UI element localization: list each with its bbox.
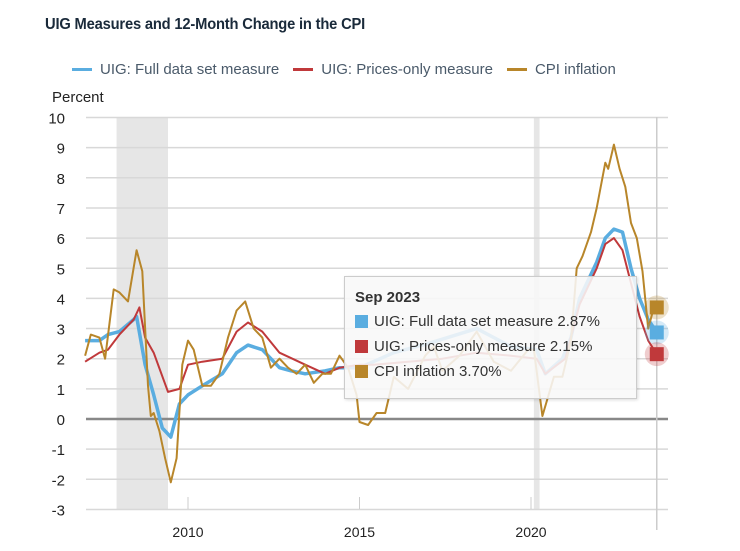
tooltip-swatch (355, 364, 368, 378)
legend-swatch (506, 68, 527, 71)
hover-marker (649, 300, 664, 315)
y-tick-label: 7 (57, 201, 65, 218)
x-tick-label: 2010 (172, 524, 203, 540)
recession-band (116, 117, 168, 509)
y-tick-label: 2 (57, 352, 65, 369)
y-axis-label: Percent (52, 89, 104, 106)
series-line (84, 143, 657, 484)
x-tick-label: 2015 (344, 524, 375, 540)
tooltip-swatch (355, 339, 368, 353)
y-tick-label: 5 (57, 261, 65, 278)
y-tick-label: 4 (57, 291, 65, 308)
tooltip-date: Sep 2023 (355, 289, 421, 306)
y-tick-label: 1 (57, 382, 65, 399)
y-tick-label: -1 (52, 442, 65, 459)
tooltip-label: UIG: Full data set measure 2.87% (374, 312, 600, 330)
legend-label: UIG: Full data set measure (100, 61, 280, 78)
legend-item-cpi[interactable]: CPI inflation (506, 61, 616, 78)
y-tick-label: 0 (57, 412, 65, 429)
legend-label: UIG: Prices-only measure (321, 61, 493, 78)
legend-swatch (72, 68, 92, 71)
tooltip-row-prices: UIG: Prices-only measure 2.15% (355, 335, 636, 357)
tooltip-row-cpi: CPI inflation 3.70% (355, 360, 636, 382)
y-tick-label: 9 (57, 141, 65, 158)
chart-title: UIG Measures and 12-Month Change in the … (45, 16, 366, 33)
y-tick-label: 3 (57, 322, 65, 339)
series-line (85, 227, 659, 439)
tooltip: Sep 2023 UIG: Full data set measure 2.87… (344, 276, 637, 399)
y-tick-label: -3 (52, 502, 65, 519)
y-tick-label: -2 (52, 472, 65, 489)
legend: UIG: Full data set measure UIG: Prices-o… (72, 61, 616, 78)
legend-item-full[interactable]: UIG: Full data set measure (72, 61, 279, 78)
tooltip-row-full: UIG: Full data set measure 2.87% (355, 310, 636, 332)
hover-marker (649, 347, 664, 362)
y-tick-label: 6 (57, 231, 65, 248)
x-tick-label: 2020 (515, 524, 546, 540)
legend-label: CPI inflation (534, 61, 616, 78)
legend-swatch (293, 68, 314, 71)
y-tick-label: 10 (48, 111, 65, 128)
tooltip-swatch (355, 314, 368, 328)
legend-item-prices[interactable]: UIG: Prices-only measure (293, 61, 493, 78)
y-tick-label: 8 (57, 171, 65, 188)
tooltip-label: UIG: Prices-only measure 2.15% (374, 337, 593, 355)
tooltip-label: CPI inflation 3.70% (374, 362, 502, 380)
hover-marker (649, 325, 664, 340)
